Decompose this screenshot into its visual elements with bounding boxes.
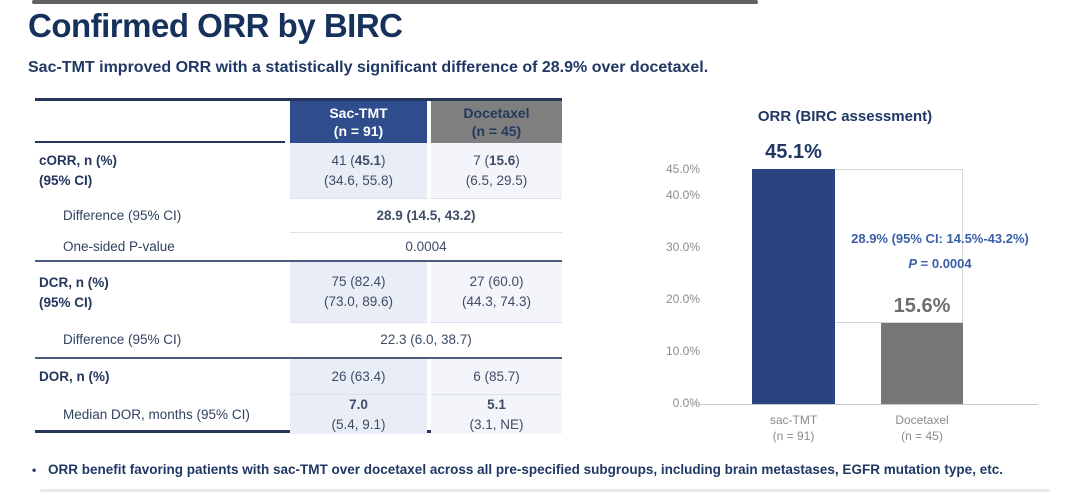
difference-bracket xyxy=(835,169,963,323)
chart-title: ORR (BIRC assessment) xyxy=(757,108,933,125)
column-header-sac-tmt: Sac-TMT (n = 91) xyxy=(290,101,427,143)
row-label-dcr-difference: Difference (95% CI) xyxy=(63,332,182,348)
x-axis-line xyxy=(690,404,1038,405)
video-compression-artifact-top xyxy=(32,0,758,4)
column-header-docetaxel: Docetaxel (n = 45) xyxy=(431,101,562,143)
row-label-pvalue: One-sided P-value xyxy=(63,238,175,254)
footer-bullet-item: • ORR benefit favoring patients with sac… xyxy=(32,462,1062,477)
y-axis-tick-label: 40.0% xyxy=(665,188,700,202)
footer-text: ORR benefit favoring patients with sac-T… xyxy=(48,462,1003,477)
table-header-empty-cell xyxy=(35,101,285,143)
bar-docetaxel xyxy=(881,322,963,404)
table-header-row: Sac-TMT (n = 91) Docetaxel (n = 45) xyxy=(35,101,562,143)
column-header-docetaxel-n: (n = 45) xyxy=(471,123,522,139)
cell-dor-median-sac: 7.0 (5.4, 9.1) xyxy=(290,395,427,435)
table-row-pvalue: One-sided P-value 0.0004 xyxy=(35,233,562,262)
cell-dcr-docetaxel: 27 (60.0) (44.3, 74.3) xyxy=(431,262,562,323)
table-row-dor: DOR, n (%) 26 (63.4) 6 (85.7) xyxy=(35,359,562,395)
column-header-sac-tmt-name: Sac-TMT xyxy=(329,104,388,121)
row-label-corr: cORR, n (%) (95% CI) xyxy=(39,153,118,188)
cell-dor-sac: 26 (63.4) xyxy=(290,359,427,395)
results-table: Sac-TMT (n = 91) Docetaxel (n = 45) cORR… xyxy=(35,98,562,435)
column-header-docetaxel-name: Docetaxel xyxy=(463,104,530,121)
difference-annotation: 28.9% (95% CI: 14.5%-43.2%) P = 0.0004 xyxy=(851,226,1029,276)
video-compression-artifact-bottom xyxy=(40,489,1050,492)
row-label-corr-difference: Difference (95% CI) xyxy=(63,208,182,224)
page-subtitle: Sac-TMT improved ORR with a statisticall… xyxy=(28,59,709,76)
bar-value-label-docetaxel: 15.6% xyxy=(893,294,951,317)
y-axis-tick-label: 20.0% xyxy=(665,292,700,306)
y-axis-tick-label: 30.0% xyxy=(665,240,700,254)
row-label-dcr: DCR, n (%) (95% CI) xyxy=(39,274,109,310)
bullet-icon: • xyxy=(32,463,37,477)
cell-corr-docetaxel: 7 (15.6) (6.5, 29.5) xyxy=(431,143,562,199)
y-axis-tick-label: 0.0% xyxy=(672,396,700,410)
orr-bar-chart: ORR (BIRC assessment) 45.0% 40.0% 30.0% 20.… xyxy=(630,100,1060,460)
cell-corr-difference-value: 28.9 (14.5, 43.2) xyxy=(290,199,562,233)
x-axis-category-docetaxel: Docetaxel (n = 45) xyxy=(895,413,949,444)
cell-pvalue-value: 0.0004 xyxy=(405,238,447,254)
cell-dcr-sac: 75 (82.4) (73.0, 89.6) xyxy=(290,262,427,323)
cell-dor-docetaxel: 6 (85.7) xyxy=(431,359,562,395)
table-row-corr-difference: Difference (95% CI) 28.9 (14.5, 43.2) xyxy=(35,199,562,233)
bar-value-label-sac-tmt: 45.1% xyxy=(765,141,822,164)
y-axis-tick-label: 10.0% xyxy=(665,344,700,358)
page-title: Confirmed ORR by BIRC xyxy=(28,7,403,44)
cell-dor-median-docetaxel: 5.1 (3.1, NE) xyxy=(431,395,562,435)
bar-sac-tmt xyxy=(752,169,835,404)
cell-dcr-difference-value: 22.3 (6.0, 38.7) xyxy=(380,332,472,348)
y-axis-tick-label: 45.0% xyxy=(665,162,700,176)
row-label-dor-median: Median DOR, months (95% CI) xyxy=(63,406,250,422)
chart-plot-area: 45.0% 40.0% 30.0% 20.0% 10.0% 0.0% 45.1% sac-TM… xyxy=(630,100,1060,460)
table-row-dor-median: Median DOR, months (95% CI) 7.0 (5.4, 9.… xyxy=(35,395,562,435)
column-header-sac-tmt-n: (n = 91) xyxy=(333,123,384,139)
difference-annotation-pvalue: P = 0.0004 xyxy=(908,256,972,271)
difference-annotation-line1: 28.9% (95% CI: 14.5%-43.2%) xyxy=(851,231,1029,246)
table-row-dcr-difference: Difference (95% CI) 22.3 (6.0, 38.7) xyxy=(35,323,562,359)
table-row-dcr: DCR, n (%) (95% CI) 75 (82.4) (73.0, 89.… xyxy=(35,262,562,323)
cell-corr-sac: 41 (45.1) (34.6, 55.8) xyxy=(290,143,427,199)
row-label-dor: DOR, n (%) xyxy=(39,369,110,385)
x-axis-category-sac-tmt: sac-TMT (n = 91) xyxy=(769,413,818,444)
table-row-corr: cORR, n (%) (95% CI) 41 (45.1) (34.6, 55… xyxy=(35,143,562,199)
